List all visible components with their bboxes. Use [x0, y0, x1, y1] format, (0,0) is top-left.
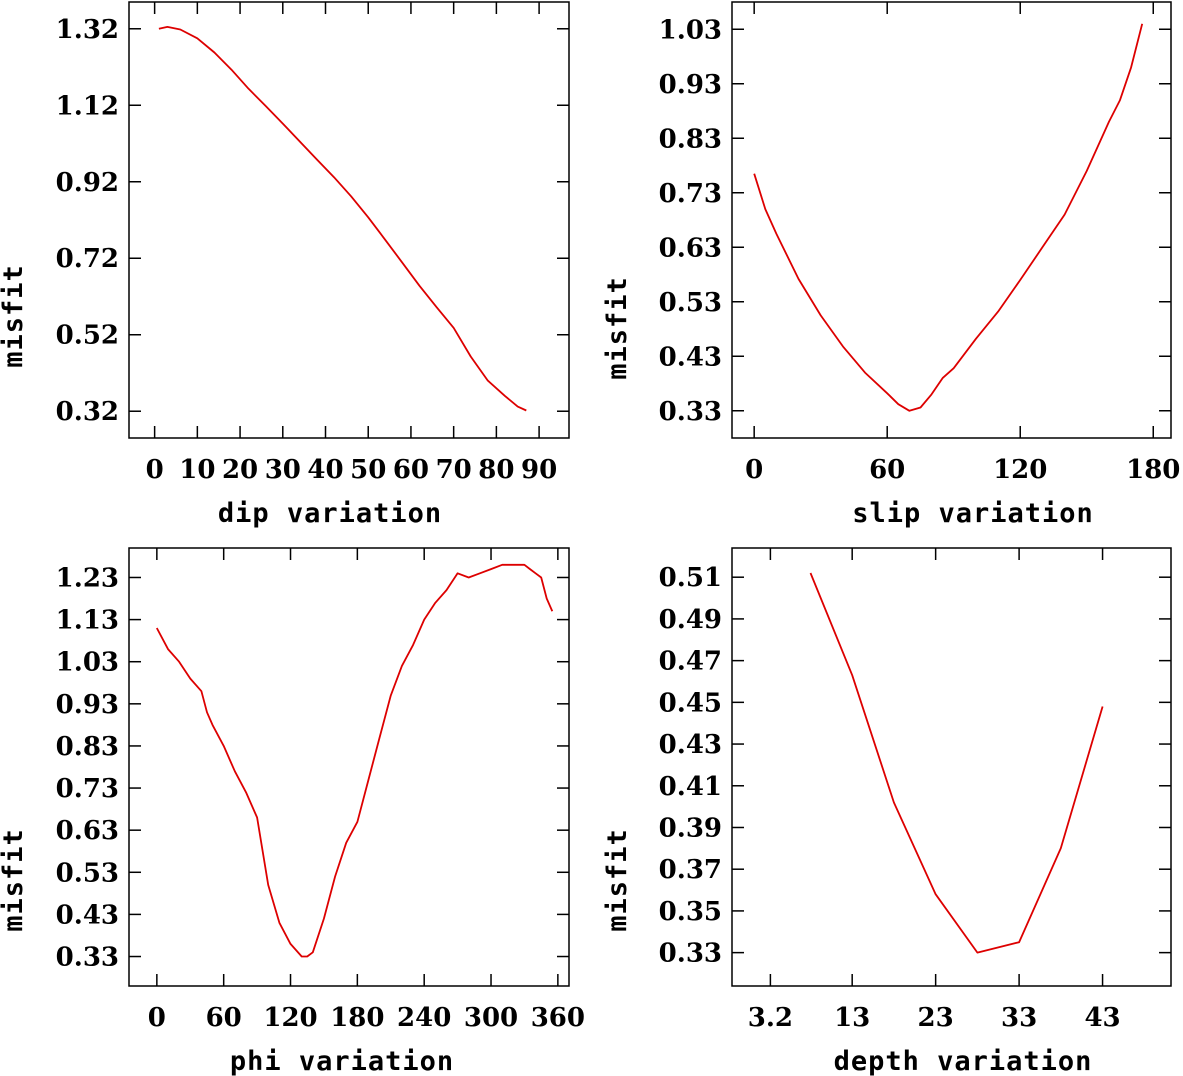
phi-x-tick-label: 180: [330, 1003, 384, 1033]
dip-x-tick-label: 20: [222, 455, 258, 485]
depth-y-tick-label: 0.41: [659, 772, 722, 802]
depth-y-tick-label: 0.49: [659, 605, 722, 635]
depth-x-tick-label: 13: [834, 1003, 870, 1033]
phi-x-tick-label: 360: [531, 1003, 585, 1033]
dip-x-tick-label: 70: [436, 455, 472, 485]
depth-y-axis-label: misfit: [602, 828, 633, 932]
phi-y-tick-label: 1.23: [56, 563, 119, 593]
depth-x-axis-label: depth variation: [834, 1046, 1093, 1076]
slip-y-tick-label: 0.63: [659, 233, 722, 263]
slip-x-tick-label: 180: [1126, 455, 1180, 485]
depth-variation-panel: 0.33 0.35 0.37 0.39 0.41 0.43 0.45 0.47 0.49 0.51…: [602, 547, 1172, 1076]
phi-x-tick-label: 0: [148, 1003, 166, 1033]
phi-x-tick-label: 60: [206, 1003, 242, 1033]
depth-x-tick-label: 43: [1084, 1003, 1120, 1033]
depth-y-tick-label: 0.47: [659, 647, 722, 677]
depth-misfit-curve: [809, 572, 1104, 954]
dip-x-tick-label: 80: [478, 455, 514, 485]
dip-x-tick-label: 10: [179, 455, 215, 485]
dip-y-tick-label: 0.52: [56, 321, 119, 351]
slip-y-axis-label: misfit: [602, 276, 633, 380]
dip-x-axis-label: dip variation: [218, 498, 442, 529]
slip-y-tick-label: 0.73: [659, 179, 722, 209]
dip-x-tick-label: 60: [393, 455, 429, 485]
phi-y-tick-label: 0.53: [56, 858, 119, 888]
depth-x-tick-label: 3.2: [748, 1003, 793, 1033]
dip-x-tick-label: 30: [265, 455, 301, 485]
depth-y-tick-label: 0.33: [659, 939, 722, 969]
dip-y-tick-label: 1.12: [56, 91, 119, 121]
slip-y-tick-label: 0.33: [659, 397, 722, 427]
dip-x-tick-label: 0: [146, 455, 164, 485]
phi-y-tick-label: 0.93: [56, 690, 119, 720]
slip-y-tick-label: 0.43: [659, 342, 722, 372]
dip-plot-frame: [128, 1, 570, 439]
phi-y-tick-label: 0.73: [56, 774, 119, 804]
dip-y-axis-label: misfit: [0, 264, 29, 368]
phi-y-tick-label: 0.83: [56, 732, 119, 762]
depth-y-tick-label: 0.35: [659, 897, 722, 927]
dip-y-tick-label: 1.32: [56, 15, 119, 45]
phi-y-tick-label: 0.33: [56, 943, 119, 973]
dip-x-tick-label: 90: [521, 455, 557, 485]
slip-misfit-curve: [753, 23, 1144, 412]
depth-x-tick-label: 23: [918, 1003, 954, 1033]
slip-y-tick-label: 0.53: [659, 288, 722, 318]
depth-x-tick-label: 33: [1001, 1003, 1037, 1033]
slip-plot-frame: [731, 1, 1172, 439]
dip-y-tick-label: 0.92: [56, 168, 119, 198]
phi-variation-panel: 0.33 0.43 0.53 0.63 0.73 0.83 0.93 1.03 1.13 1.23…: [0, 547, 585, 1076]
depth-y-tick-label: 0.51: [659, 563, 722, 593]
dip-x-tick-label: 50: [350, 455, 386, 485]
slip-variation-panel: 0.33 0.43 0.53 0.63 0.73 0.83 0.93 1.03 0 60 120 18…: [602, 1, 1180, 529]
phi-y-tick-label: 1.03: [56, 648, 119, 678]
depth-y-tick-label: 0.39: [659, 813, 722, 843]
dip-y-tick-label: 0.32: [56, 397, 119, 427]
depth-plot-frame: [731, 547, 1172, 987]
dip-misfit-curve: [158, 25, 527, 412]
phi-y-tick-label: 0.43: [56, 900, 119, 930]
dip-variation-panel: 0.32 0.52 0.72 0.92 1.12 1.32 0 10 20 30 40 50 60 70 8…: [0, 1, 570, 529]
slip-x-tick-label: 120: [993, 455, 1047, 485]
phi-y-tick-label: 1.13: [56, 606, 119, 636]
slip-x-axis-label: slip variation: [852, 498, 1094, 529]
dip-x-tick-label: 40: [307, 455, 343, 485]
phi-x-tick-label: 300: [464, 1003, 518, 1033]
phi-y-axis-label: misfit: [0, 828, 29, 932]
depth-y-tick-label: 0.37: [659, 855, 722, 885]
slip-x-tick-label: 0: [745, 455, 763, 485]
dip-y-tick-label: 0.72: [56, 244, 119, 274]
slip-x-tick-label: 60: [869, 455, 905, 485]
slip-y-tick-label: 0.83: [659, 124, 722, 154]
phi-plot-frame: [128, 547, 570, 987]
phi-x-tick-label: 120: [263, 1003, 317, 1033]
slip-y-tick-label: 1.03: [659, 15, 722, 45]
depth-y-tick-label: 0.45: [659, 688, 722, 718]
phi-x-axis-label: phi variation: [230, 1046, 454, 1076]
phi-y-tick-label: 0.63: [56, 816, 119, 846]
depth-y-tick-label: 0.43: [659, 730, 722, 760]
phi-misfit-curve: [156, 563, 554, 958]
phi-x-tick-label: 240: [397, 1003, 451, 1033]
slip-y-tick-label: 0.93: [659, 70, 722, 100]
